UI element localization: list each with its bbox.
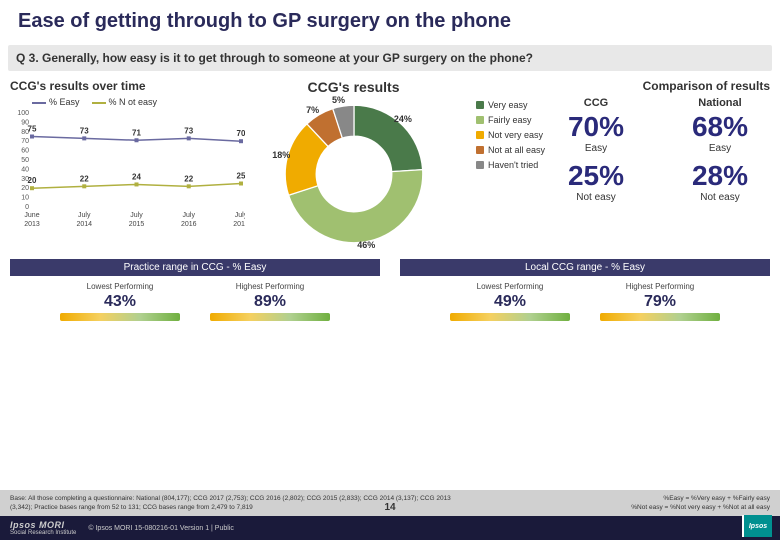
page-title: Ease of getting through to GP surgery on… [0, 0, 780, 39]
legend-easy: % Easy [32, 97, 80, 107]
svg-text:71: 71 [132, 128, 141, 137]
svg-text:100: 100 [17, 110, 29, 117]
svg-text:2016: 2016 [181, 221, 197, 228]
page: Ease of getting through to GP surgery on… [0, 0, 780, 540]
local-range-band: Local CCG range - % Easy [400, 259, 770, 276]
comp-nat-col: National 68% Easy 28% Not easy [670, 97, 770, 203]
svg-text:2013: 2013 [24, 221, 40, 228]
question-text: Q 3. Generally, how easy is it to get th… [8, 45, 772, 71]
svg-text:22: 22 [184, 174, 193, 183]
donut-legend-item: Haven't tried [476, 158, 546, 172]
base-text: Base: All those completing a questionnai… [10, 494, 466, 512]
ipsos-mori-logo: Ipsos MORI Social Research Institute [10, 520, 76, 536]
col-results-over-time: CCG's results over time % Easy % N ot ea… [10, 79, 245, 249]
heading-over-time: CCG's results over time [10, 79, 245, 93]
gradient-bar-icon [60, 313, 180, 321]
comp-noteasy-nat: 28% [670, 160, 770, 192]
ipsos-box-icon: Ipsos [742, 515, 772, 537]
local-low: Lowest Performing 49% [450, 282, 570, 321]
svg-text:40: 40 [21, 166, 29, 173]
defs-text: %Easy = %Very easy + %Fairly easy%Not ea… [466, 494, 770, 512]
comp-easy-lbl-ccg: Easy [546, 143, 646, 154]
svg-text:July: July [130, 212, 143, 219]
donut-legend-item: Not very easy [476, 128, 546, 142]
local-high: Highest Performing 79% [600, 282, 720, 321]
legend-noteasy: % N ot easy [92, 97, 158, 107]
footer: Base: All those completing a questionnai… [0, 490, 780, 540]
col-comparison: Comparison of results Very easyFairly ea… [462, 79, 770, 249]
svg-text:22: 22 [80, 174, 89, 183]
comp-nat-header: National [670, 97, 770, 109]
practice-low: Lowest Performing 43% [60, 282, 180, 321]
svg-text:75: 75 [28, 125, 37, 134]
svg-text:10: 10 [21, 195, 29, 202]
svg-text:24: 24 [132, 172, 141, 181]
svg-text:2017: 2017 [233, 221, 245, 228]
donut-legend-item: Very easy [476, 98, 546, 112]
col-ccg-results: CCG's results 24% 46% 18% 7% 5% [251, 79, 456, 249]
svg-text:July: July [235, 212, 245, 219]
svg-text:2014: 2014 [76, 221, 92, 228]
svg-text:70: 70 [237, 129, 245, 138]
comp-noteasy-lbl-nat: Not easy [670, 192, 770, 203]
donut-chart: 24%46%18%7%5% [269, 99, 439, 249]
donut-legend: Very easyFairly easyNot very easyNot at … [476, 97, 546, 203]
svg-text:73: 73 [184, 126, 193, 135]
svg-text:2015: 2015 [129, 221, 145, 228]
svg-text:20: 20 [28, 176, 37, 185]
gradient-bar-icon [600, 313, 720, 321]
line-chart: 0102030405060708090100757371737020222422… [10, 109, 245, 229]
practice-high: Highest Performing 89% [210, 282, 330, 321]
main-row: CCG's results over time % Easy % N ot ea… [0, 77, 780, 251]
line-legend: % Easy % N ot easy [32, 97, 245, 107]
comp-noteasy-lbl-ccg: Not easy [546, 192, 646, 203]
svg-text:0: 0 [25, 204, 29, 211]
donut-segment-label: 24% [394, 114, 412, 124]
heading-comparison: Comparison of results [462, 79, 770, 93]
svg-text:60: 60 [21, 148, 29, 155]
donut-legend-item: Fairly easy [476, 113, 546, 127]
local-range: Local CCG range - % Easy Lowest Performi… [400, 259, 770, 321]
comp-noteasy-ccg: 25% [546, 160, 646, 192]
comparison-table: CCG 70% Easy 25% Not easy National 68% E… [546, 97, 770, 203]
donut-segment-label: 46% [357, 240, 375, 250]
svg-text:20: 20 [21, 185, 29, 192]
donut-segment-label: 7% [306, 105, 319, 115]
comp-ccg-col: CCG 70% Easy 25% Not easy [546, 97, 646, 203]
comp-easy-ccg: 70% [546, 111, 646, 143]
comp-easy-lbl-nat: Easy [670, 143, 770, 154]
gradient-bar-icon [210, 313, 330, 321]
svg-text:73: 73 [80, 126, 89, 135]
range-section: Practice range in CCG - % Easy Lowest Pe… [0, 251, 780, 329]
copyright: © Ipsos MORI 15-080216-01 Version 1 | Pu… [88, 525, 234, 532]
svg-text:July: July [183, 212, 196, 219]
donut-legend-item: Not at all easy [476, 143, 546, 157]
donut-segment-label: 18% [272, 150, 290, 160]
comp-easy-nat: 68% [670, 111, 770, 143]
heading-ccg-results: CCG's results [251, 79, 456, 95]
donut-segment-label: 5% [332, 95, 345, 105]
svg-text:July: July [78, 212, 91, 219]
svg-text:70: 70 [21, 138, 29, 145]
practice-range: Practice range in CCG - % Easy Lowest Pe… [10, 259, 380, 321]
footer-bar: 14 Ipsos MORI Social Research Institute … [0, 516, 780, 540]
svg-text:50: 50 [21, 157, 29, 164]
comp-ccg-header: CCG [546, 97, 646, 109]
gradient-bar-icon [450, 313, 570, 321]
practice-range-band: Practice range in CCG - % Easy [10, 259, 380, 276]
page-number: 14 [384, 502, 395, 513]
svg-text:June: June [24, 212, 39, 219]
svg-text:25: 25 [237, 172, 245, 181]
